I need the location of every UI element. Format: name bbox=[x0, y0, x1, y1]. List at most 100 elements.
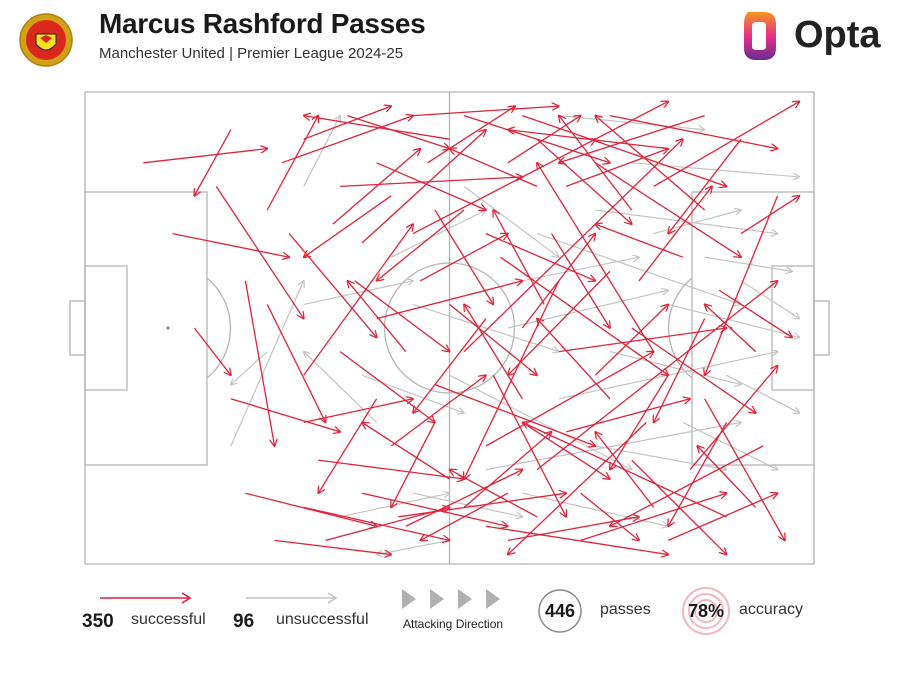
successful-pass-83 bbox=[376, 162, 486, 210]
successful-pass-80 bbox=[595, 101, 668, 140]
left-penalty-arc bbox=[206, 277, 232, 379]
successful-pass-33 bbox=[631, 327, 756, 413]
successful-pass-100 bbox=[194, 129, 232, 196]
successful-pass-22 bbox=[500, 256, 669, 375]
successful-pass-38 bbox=[689, 366, 777, 471]
unsuccessful-passes bbox=[231, 116, 800, 555]
unsuccessful-pass-27 bbox=[653, 210, 741, 235]
total-ring-icon bbox=[538, 589, 582, 633]
successful-pass-24 bbox=[434, 384, 595, 446]
right-penalty-arc bbox=[667, 277, 693, 379]
successful-pass-87 bbox=[449, 303, 537, 375]
successful-pass-26 bbox=[230, 398, 340, 432]
unsuccessful-pass-22 bbox=[303, 281, 413, 305]
successful-pass-6 bbox=[705, 195, 779, 375]
successful-pass-39 bbox=[413, 106, 559, 117]
successful-pass-3 bbox=[463, 139, 683, 353]
successful-pass-0 bbox=[653, 101, 800, 187]
successful-pass-103 bbox=[244, 280, 274, 446]
unsuccessful-pass-20 bbox=[682, 421, 778, 469]
legend: 350 successful 96 unsuccessful Attacking… bbox=[0, 580, 900, 660]
successful-pass-59 bbox=[405, 470, 523, 527]
total-passes-label: passes bbox=[600, 601, 651, 618]
successful-pass-12 bbox=[485, 352, 654, 447]
successful-pass-36 bbox=[266, 304, 325, 422]
total-passes: 446 bbox=[544, 601, 576, 621]
successful-pass-88 bbox=[332, 149, 420, 225]
unsuccessful-pass-21 bbox=[558, 115, 705, 130]
successful-pass-63 bbox=[450, 149, 538, 187]
successful-pass-7 bbox=[537, 163, 655, 352]
successful-pass-91 bbox=[347, 281, 407, 353]
successful-pass-19 bbox=[595, 116, 706, 211]
unsuccessful-pass-8 bbox=[303, 116, 340, 187]
unsuccessful-pass-18 bbox=[507, 290, 668, 329]
successful-pass-37 bbox=[485, 525, 668, 554]
unsuccessful-pass-24 bbox=[377, 539, 450, 554]
successful-arrow-icon bbox=[100, 592, 192, 604]
successful-pass-32 bbox=[718, 289, 792, 337]
successful-pass-35 bbox=[354, 280, 450, 352]
successful-pass-31 bbox=[508, 130, 669, 150]
successful-pass-84 bbox=[274, 539, 392, 554]
successful-pass-29 bbox=[303, 106, 391, 140]
successful-pass-50 bbox=[427, 106, 515, 164]
opta-logo-icon bbox=[744, 12, 776, 60]
successful-pass-18 bbox=[594, 162, 741, 257]
successful-pass-64 bbox=[559, 114, 705, 163]
successful-pass-56 bbox=[609, 114, 778, 149]
successful-pass-25 bbox=[610, 445, 764, 526]
successful-pass-58 bbox=[492, 374, 566, 517]
unsuccessful-pass-12 bbox=[522, 492, 668, 526]
successful-pass-34 bbox=[464, 304, 523, 400]
page-subtitle: Manchester United | Premier League 2024-… bbox=[99, 45, 404, 62]
successful-pass-27 bbox=[580, 493, 727, 542]
successful-pass-23 bbox=[508, 421, 647, 554]
successful-pass-69 bbox=[325, 507, 450, 542]
successful-pass-78 bbox=[493, 210, 545, 305]
successful-pass-93 bbox=[667, 493, 777, 541]
unsuccessful-pass-0 bbox=[536, 233, 741, 305]
successful-pass-52 bbox=[521, 234, 595, 329]
right-goal bbox=[813, 300, 830, 356]
successful-pass-70 bbox=[463, 114, 610, 163]
unsuccessful-pass-26 bbox=[740, 280, 799, 319]
unsuccessful-pass-28 bbox=[361, 374, 464, 413]
successful-pass-85 bbox=[522, 421, 609, 479]
successful-pass-9 bbox=[508, 270, 611, 375]
successful-pass-51 bbox=[281, 116, 413, 164]
right-penalty-box bbox=[691, 191, 815, 466]
successful-pass-89 bbox=[668, 422, 728, 526]
successful-pass-67 bbox=[580, 492, 639, 540]
successful-pass-73 bbox=[507, 116, 581, 164]
successful-pass-1 bbox=[522, 114, 726, 187]
pass-map bbox=[69, 91, 830, 565]
unsuccessful-pass-25 bbox=[231, 351, 268, 385]
unsuccessful-pass-6 bbox=[704, 256, 792, 271]
successful-pass-47 bbox=[704, 398, 785, 541]
attacking-direction-label: Attacking Direction bbox=[403, 617, 504, 631]
successful-pass-81 bbox=[485, 233, 595, 281]
unsuccessful-label: unsuccessful bbox=[276, 611, 369, 628]
successful-pass-95 bbox=[347, 114, 449, 149]
successful-pass-40 bbox=[594, 304, 668, 376]
successful-pass-86 bbox=[638, 186, 712, 282]
successful-pass-5 bbox=[215, 186, 303, 318]
successful-pass-92 bbox=[565, 149, 668, 188]
successful-pass-66 bbox=[413, 318, 487, 413]
opta-brand: Opta bbox=[794, 14, 881, 56]
successful-label: successful bbox=[131, 611, 206, 628]
centre-circle bbox=[383, 262, 516, 394]
left-six-yard-box bbox=[84, 265, 128, 391]
successful-pass-17 bbox=[304, 116, 450, 140]
successful-pass-8 bbox=[536, 281, 778, 471]
unsuccessful-pass-11 bbox=[631, 162, 800, 177]
unsuccessful-pass-14 bbox=[463, 185, 559, 257]
successful-pass-99 bbox=[450, 470, 538, 518]
successful-pass-44 bbox=[318, 459, 464, 479]
successful-pass-94 bbox=[463, 432, 551, 508]
successful-pass-104 bbox=[193, 327, 230, 375]
successful-pass-101 bbox=[172, 232, 289, 258]
successful-pass-96 bbox=[537, 319, 611, 400]
accuracy-value: 78% bbox=[687, 601, 725, 621]
